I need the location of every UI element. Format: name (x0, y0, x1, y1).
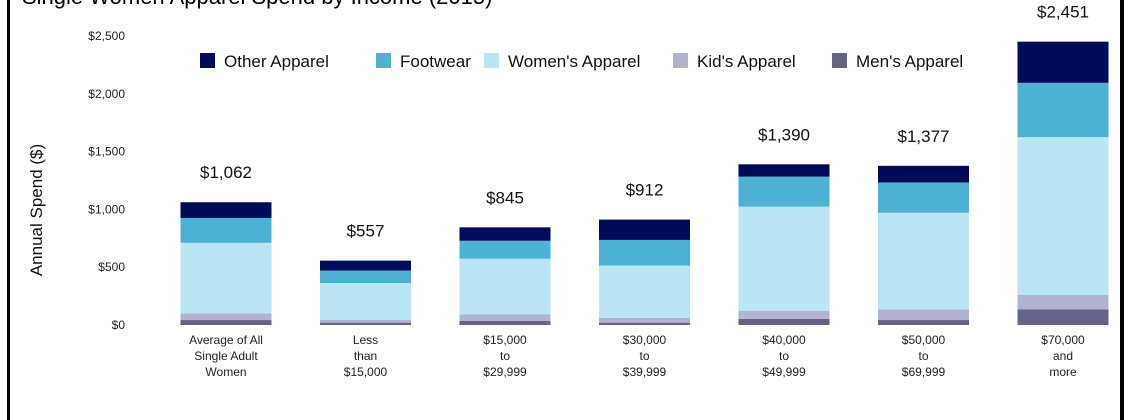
x-category-label: $70,000 (1041, 333, 1085, 347)
x-category-label: $39,999 (623, 365, 667, 379)
bar-segment-women-s-apparel (459, 258, 551, 315)
legend-swatch (832, 53, 847, 68)
bar-segment-kid-s-apparel (459, 314, 551, 321)
legend-entry: Men's Apparel (856, 52, 963, 71)
legend-swatch (376, 53, 391, 68)
bar-segment-footwear (459, 240, 551, 259)
bar-total-label: $1,390 (758, 125, 810, 144)
bar-segment-men-s-apparel (180, 320, 272, 325)
x-category-label: Single Adult (194, 349, 258, 363)
x-category-label: $15,000 (483, 333, 527, 347)
bar-segment-kid-s-apparel (738, 310, 830, 319)
bar-segment-other-apparel (459, 227, 551, 241)
bar-segment-kid-s-apparel (1017, 294, 1109, 310)
bar-segment-other-apparel (599, 219, 690, 240)
bar-segment-other-apparel (878, 165, 969, 183)
bar-segment-other-apparel (1017, 41, 1109, 83)
bar-segment-kid-s-apparel (599, 317, 690, 323)
bar-segment-other-apparel (320, 260, 411, 271)
x-category-label: to (779, 349, 789, 363)
bar-segment-men-s-apparel (878, 320, 969, 325)
bar-total-label: $1,377 (898, 127, 950, 146)
x-category-label: and (1053, 349, 1073, 363)
y-tick-label: $2,000 (88, 87, 125, 101)
bar-total-label: $2,451 (1037, 3, 1089, 22)
bar-segment-women-s-apparel (599, 265, 690, 318)
x-category-label: $49,999 (762, 365, 806, 379)
y-tick-label: $1,000 (88, 202, 125, 216)
legend-entry: Kid's Apparel (697, 52, 796, 71)
bar-segment-men-s-apparel (599, 322, 690, 325)
frame-left-border (7, 0, 10, 420)
x-category-label: to (500, 349, 510, 363)
x-category-label: $15,000 (344, 365, 388, 379)
frame-right-border (1120, 0, 1124, 420)
y-tick-label: $2,500 (88, 29, 125, 43)
x-category-label: Women (205, 365, 246, 379)
x-category-label: Less (353, 333, 378, 347)
bar-total-label: $845 (486, 188, 524, 207)
bar-segment-footwear (1017, 82, 1109, 138)
y-tick-label: $0 (112, 318, 126, 332)
bar-segment-footwear (180, 217, 272, 243)
bar-segment-men-s-apparel (459, 320, 551, 325)
legend-swatch (200, 53, 215, 68)
x-category-label: $69,999 (902, 365, 946, 379)
bar-total-label: $912 (626, 181, 664, 200)
x-category-label: Average of All (189, 333, 263, 347)
x-category-label: more (1049, 365, 1077, 379)
x-category-label: to (918, 349, 928, 363)
bar-segment-footwear (738, 176, 830, 207)
bar-segment-men-s-apparel (738, 318, 830, 325)
bar-segment-men-s-apparel (1017, 309, 1109, 325)
bar-segment-women-s-apparel (180, 242, 272, 314)
x-category-label: $30,000 (623, 333, 667, 347)
bar-segment-women-s-apparel (738, 206, 830, 311)
bar-segment-women-s-apparel (1017, 137, 1109, 295)
bar-total-label: $557 (347, 222, 385, 241)
bar-segment-other-apparel (738, 164, 830, 177)
x-category-label: $29,999 (483, 365, 527, 379)
bar-segment-footwear (599, 239, 690, 266)
legend-swatch (673, 53, 688, 68)
y-tick-label: $1,500 (88, 145, 125, 159)
bar-segment-women-s-apparel (320, 283, 411, 321)
y-axis-label: Annual Spend ($) (27, 144, 46, 276)
bar-total-label: $1,062 (200, 163, 252, 182)
legend-entry: Women's Apparel (508, 52, 640, 71)
x-category-label: than (354, 349, 377, 363)
bar-segment-kid-s-apparel (320, 320, 411, 323)
bar-segment-other-apparel (180, 202, 272, 218)
legend-swatch (484, 53, 499, 68)
x-category-label: to (639, 349, 649, 363)
bar-segment-footwear (320, 270, 411, 284)
bar-segment-footwear (878, 182, 969, 213)
bar-segment-women-s-apparel (878, 212, 969, 310)
bar-segment-kid-s-apparel (878, 309, 969, 321)
legend-entry: Other Apparel (224, 52, 329, 71)
x-category-label: $40,000 (762, 333, 806, 347)
x-category-label: $50,000 (902, 333, 946, 347)
chart-title: Single Women Apparel Spend by Income (20… (22, 0, 492, 10)
legend-entry: Footwear (400, 52, 471, 71)
bar-segment-men-s-apparel (320, 322, 411, 325)
bar-segment-kid-s-apparel (180, 313, 272, 321)
y-tick-label: $500 (98, 260, 125, 274)
